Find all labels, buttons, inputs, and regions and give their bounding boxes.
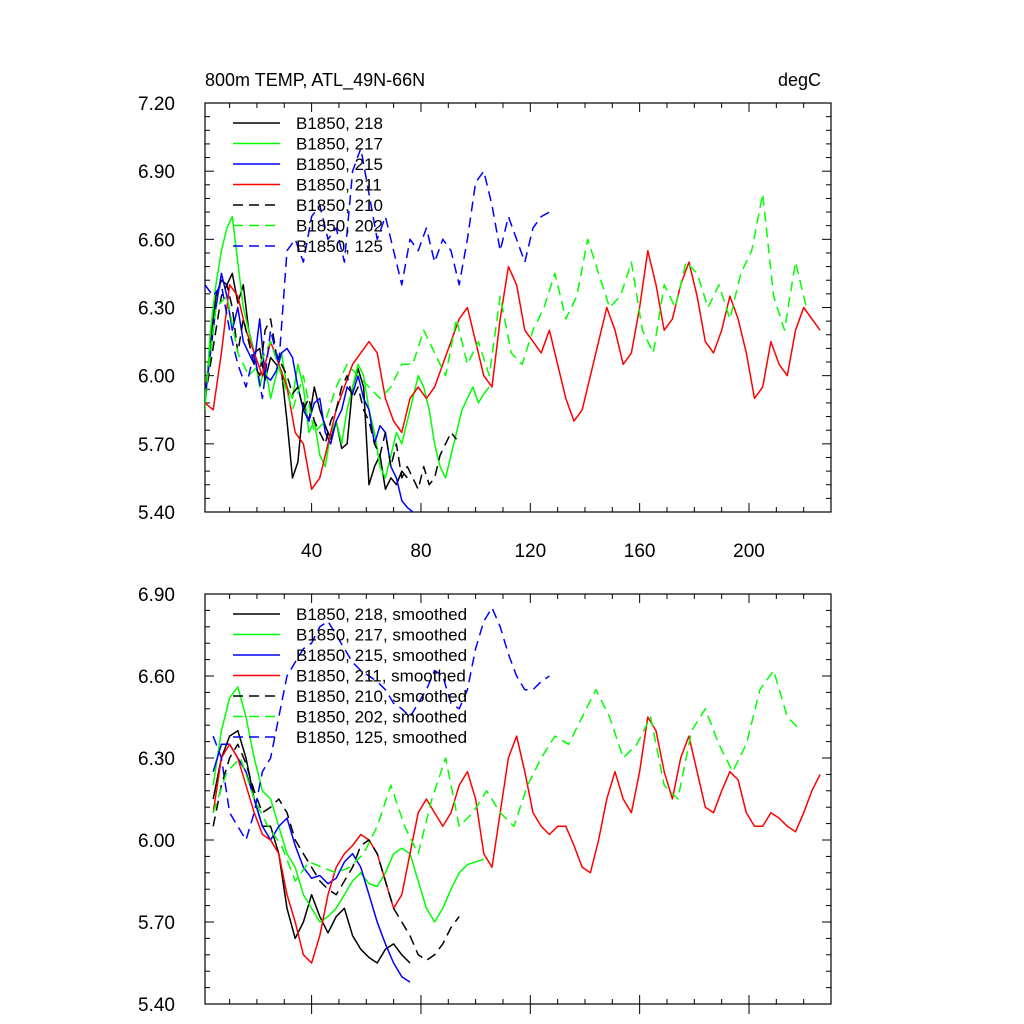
bottom-y-tick-label: 6.60 [138,667,175,688]
bottom-legend-label: B1850, 211, smoothed [296,667,466,686]
bottom-legend-label: B1850, 125, smoothed [296,728,467,747]
bottom-y-tick-label: 5.40 [138,995,175,1016]
top-y-tick-label: 6.60 [138,230,175,251]
top-x-tick-label: 80 [410,541,431,562]
bottom-series-line-2 [212,686,485,923]
top-series-line-6 [205,193,808,434]
bottom-series-line-4 [212,716,821,964]
bottom-series-line-7 [212,606,550,841]
top-series-line-4 [205,249,821,491]
bottom-series-line-3 [212,743,411,983]
bottom-legend-label: B1850, 218, smoothed [296,605,467,624]
top-y-tick-label: 6.30 [138,299,175,320]
top-legend-label: B1850, 210 [296,196,383,215]
bottom-y-tick-label: 6.90 [138,585,175,606]
top-x-tick-label: 120 [514,541,546,562]
bottom-legend: B1850, 218, smoothed B1850, 217, smoothed… [233,605,467,747]
top-legend-label: B1850, 125 [296,237,383,256]
top-legend-label: B1850, 215 [296,155,383,174]
top-series-line-7 [205,147,550,400]
bottom-chart: 5.40 5.70 6.00 6.30 6.60 6.90 B1850, 218, smoo… [138,585,832,1016]
top-chart-unit-label: degC [778,70,821,90]
bottom-plot-area: 5.40 5.70 6.00 6.30 6.60 6.90 B1850, 218, smoo… [138,585,832,1016]
top-y-tick-label: 5.40 [138,503,175,524]
top-chart: 800m TEMP, ATL_49N-66N degC 40 80 120 160 20… [138,70,832,562]
bottom-y-tick-label: 6.30 [138,749,175,770]
top-y-tick-label: 6.00 [138,367,175,388]
bottom-legend-label: B1850, 210, smoothed [296,687,467,706]
top-series-line-3 [205,272,414,512]
bottom-plot-frame [204,593,832,1005]
top-x-tick-label: 160 [624,541,656,562]
top-y-tick-label: 7.20 [138,94,175,115]
bottom-y-tick-label: 5.70 [138,913,175,934]
bottom-legend-label: B1850, 202, smoothed [296,708,467,727]
bottom-series-group [212,606,821,983]
top-legend-label: B1850, 218 [296,114,383,133]
bottom-series-line-5 [212,743,460,962]
top-x-tick-label: 40 [301,541,322,562]
bottom-legend-label: B1850, 215, smoothed [296,646,467,665]
top-series-line-5 [205,284,458,491]
top-legend-label: B1850, 217 [296,135,383,154]
top-legend-label: B1850, 202 [296,217,383,236]
top-y-tick-label: 6.90 [138,162,175,183]
top-series-line-2 [205,215,490,479]
bottom-series-line-1 [212,729,411,964]
top-series-group [205,147,821,512]
top-plot-area: 40 80 120 160 200 5.40 5.70 6.00 6.30 6.60 6.90 7.2… [138,94,832,562]
top-legend-label: B1850, 211 [296,176,382,195]
bottom-y-tick-label: 6.00 [138,831,175,852]
top-x-tick-label: 200 [733,541,765,562]
bottom-series-line-6 [212,669,802,882]
top-y-tick-label: 5.70 [138,435,175,456]
top-chart-title: 800m TEMP, ATL_49N-66N [205,70,425,91]
bottom-legend-label: B1850, 217, smoothed [296,626,467,645]
